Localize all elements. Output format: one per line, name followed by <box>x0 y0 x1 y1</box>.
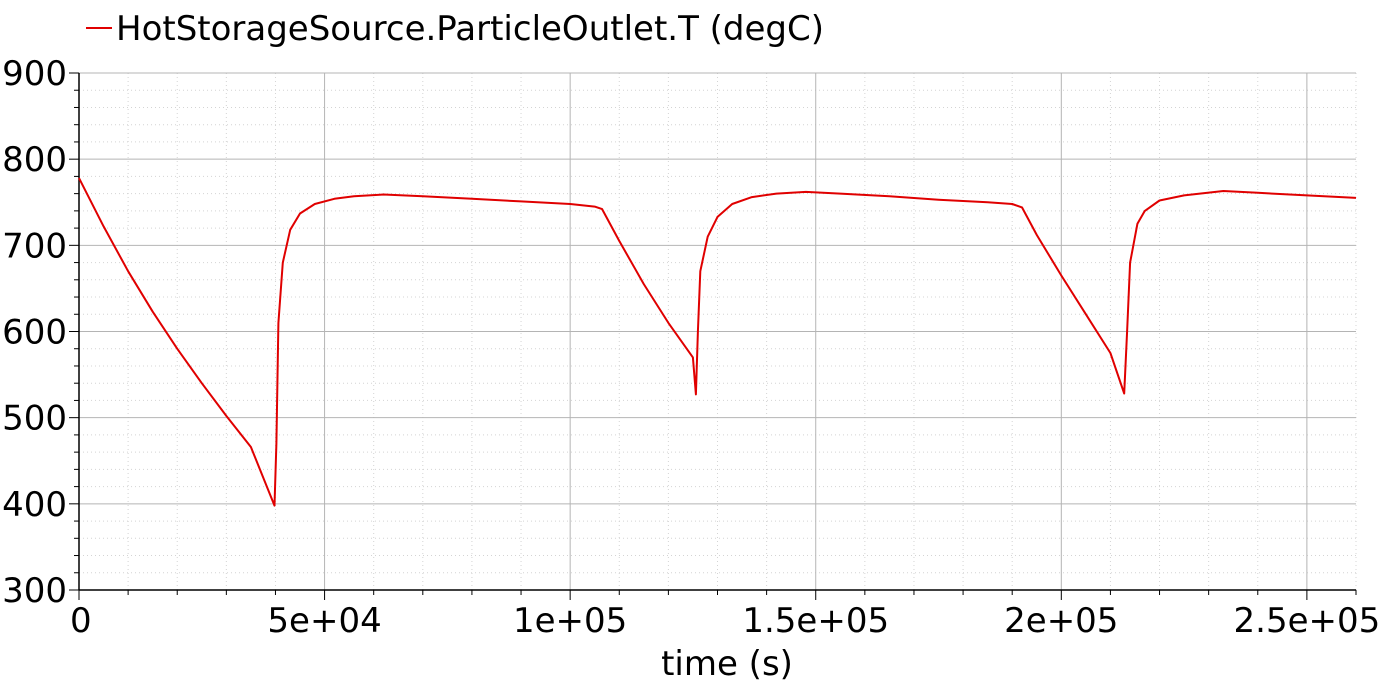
y-tick-label: 600 <box>2 313 67 353</box>
series-line <box>78 177 1357 507</box>
x-tick-label: 5e+04 <box>267 601 381 641</box>
y-tick-label: 900 <box>2 54 67 94</box>
x-tick-label: 2e+05 <box>1004 601 1118 641</box>
y-tick-label: 300 <box>2 571 67 611</box>
legend: HotStorageSource.ParticleOutlet.T (degC) <box>86 9 824 49</box>
plot-axes <box>69 72 1357 600</box>
y-tick-label: 700 <box>2 226 67 266</box>
tick-labels: 0 5e+04 1e+05 1.5e+05 2e+05 2.5e+05 300 400 500 6… <box>2 54 1380 641</box>
x-tick-label: 1.5e+05 <box>742 601 889 641</box>
series-layer <box>78 177 1357 507</box>
legend-label: HotStorageSource.ParticleOutlet.T (degC) <box>116 9 824 49</box>
y-tick-label: 400 <box>2 485 67 525</box>
x-tick-label: 1e+05 <box>513 601 627 641</box>
major-grid <box>79 72 1356 591</box>
minor-grid <box>79 73 1357 590</box>
y-tick-label: 500 <box>2 399 67 439</box>
y-tick-label: 800 <box>2 140 67 180</box>
x-axis-title: time (s) <box>661 644 793 684</box>
x-tick-label: 0 <box>70 601 92 641</box>
x-tick-label: 2.5e+05 <box>1234 601 1381 641</box>
